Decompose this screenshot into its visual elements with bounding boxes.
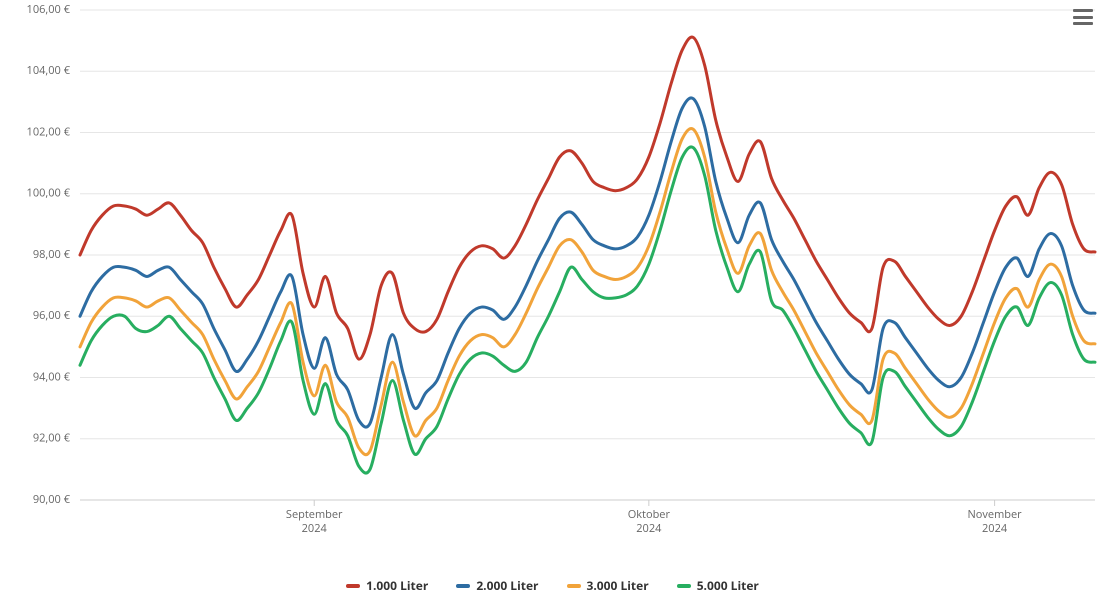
series-line-s3 — [80, 129, 1095, 455]
x-axis-tick-label-year: 2024 — [982, 521, 1008, 536]
legend-label: 3.000 Liter — [587, 577, 649, 594]
chart-menu-button[interactable] — [1071, 6, 1095, 28]
legend-item-s1[interactable]: 1.000 Liter — [346, 577, 428, 594]
x-axis-tick-label-year: 2024 — [302, 521, 328, 536]
legend-label: 2.000 Liter — [476, 577, 538, 594]
y-axis-tick-label: 92,00 € — [33, 431, 71, 446]
chart-legend: 1.000 Liter 2.000 Liter 3.000 Liter 5.000 L… — [0, 577, 1105, 594]
legend-item-s2[interactable]: 2.000 Liter — [456, 577, 538, 594]
series-line-s4 — [80, 147, 1095, 473]
y-axis-tick-label: 106,00 € — [27, 2, 71, 17]
legend-swatch — [567, 584, 581, 588]
legend-item-s4[interactable]: 5.000 Liter — [677, 577, 759, 594]
y-axis-tick-label: 94,00 € — [33, 369, 71, 384]
legend-swatch — [677, 584, 691, 588]
y-axis-tick-label: 102,00 € — [27, 124, 71, 139]
price-chart: 90,00 € 92,00 € 94,00 € 96,00 € 98,00 € 100,0… — [0, 0, 1105, 602]
chart-plot-area: 90,00 € 92,00 € 94,00 € 96,00 € 98,00 € 100,0… — [0, 0, 1105, 562]
x-axis-tick-label-month: November — [968, 507, 1023, 522]
y-axis-tick-label: 104,00 € — [27, 63, 71, 78]
y-axis-tick-label: 100,00 € — [27, 186, 71, 201]
legend-label: 5.000 Liter — [697, 577, 759, 594]
hamburger-icon — [1073, 9, 1093, 12]
x-axis-tick-label-year: 2024 — [636, 521, 662, 536]
series-line-s1 — [80, 37, 1095, 359]
y-axis-tick-label: 98,00 € — [33, 247, 71, 262]
legend-item-s3[interactable]: 3.000 Liter — [567, 577, 649, 594]
legend-swatch — [346, 584, 360, 588]
x-axis-tick-label-month: Oktober — [628, 507, 671, 522]
y-axis-tick-label: 96,00 € — [33, 308, 71, 323]
legend-label: 1.000 Liter — [366, 577, 428, 594]
y-axis-tick-label: 90,00 € — [33, 492, 71, 507]
x-axis-tick-label-month: September — [286, 507, 343, 522]
legend-swatch — [456, 584, 470, 588]
